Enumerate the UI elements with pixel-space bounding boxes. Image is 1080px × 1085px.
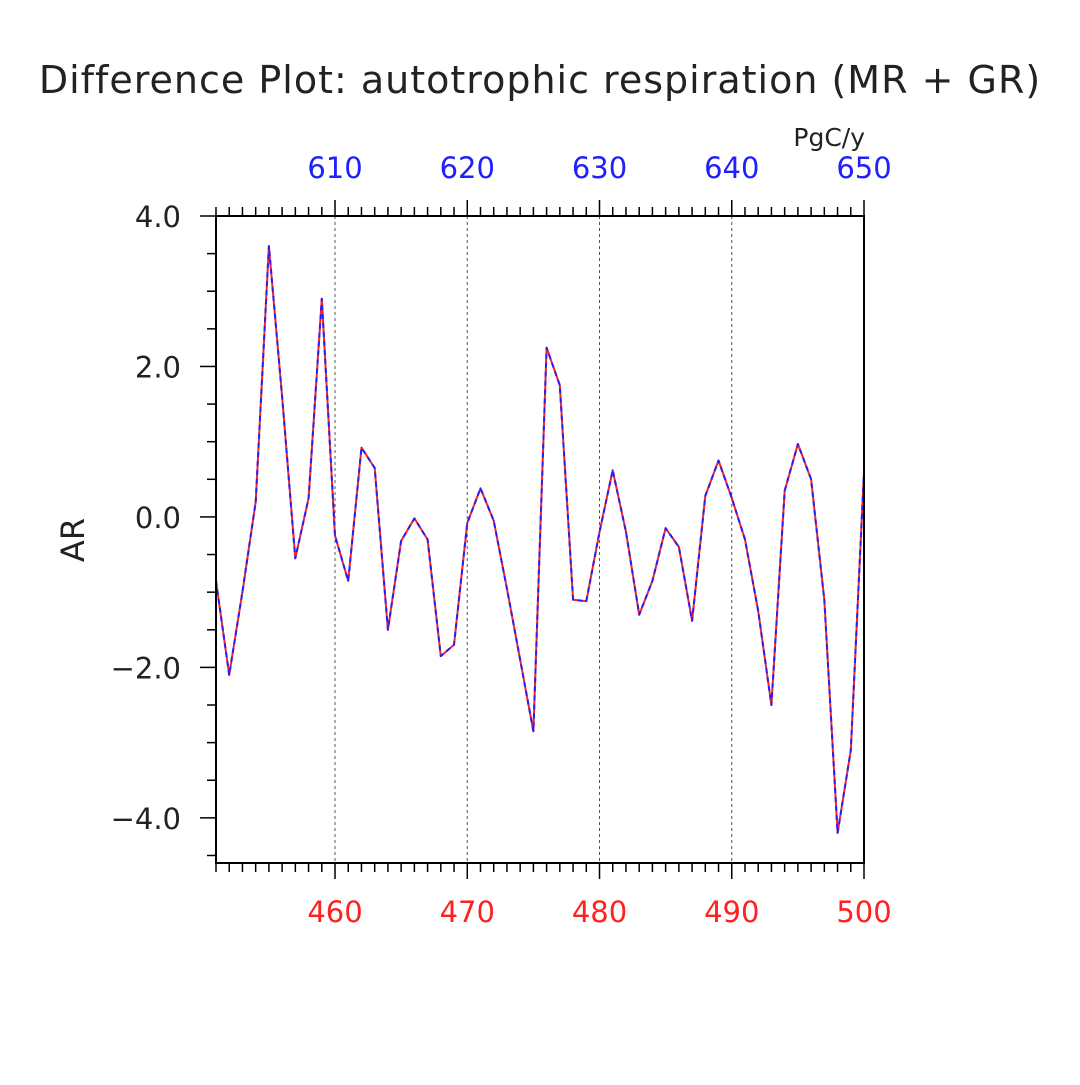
data-point bbox=[453, 644, 455, 646]
gridlines bbox=[334, 216, 733, 863]
top-x-tick-label: 640 bbox=[704, 151, 759, 185]
chart-title: Difference Plot: autotrophic respiration… bbox=[39, 58, 1041, 102]
data-point bbox=[241, 591, 244, 593]
top-x-tick-label: 610 bbox=[307, 151, 362, 185]
data-point bbox=[757, 610, 760, 612]
data-point bbox=[664, 527, 667, 530]
data-point bbox=[360, 446, 363, 449]
y-tick-label: 4.0 bbox=[135, 200, 181, 234]
data-point bbox=[836, 832, 839, 834]
y-tick-label: −4.0 bbox=[111, 802, 181, 836]
data-point bbox=[704, 495, 707, 497]
data-point bbox=[545, 346, 548, 349]
top-x-tick-label: 630 bbox=[572, 151, 627, 185]
series-line bbox=[215, 245, 865, 834]
data-point bbox=[492, 519, 495, 522]
data-point bbox=[730, 497, 733, 499]
data-point bbox=[400, 540, 402, 542]
data-point bbox=[611, 469, 614, 472]
data-point bbox=[849, 749, 852, 751]
top-x-tick-label: 620 bbox=[440, 151, 495, 185]
data-point bbox=[559, 384, 561, 387]
data-point bbox=[572, 598, 574, 601]
data-point bbox=[426, 538, 429, 541]
x-tick-label: 470 bbox=[440, 895, 495, 929]
x-tick-label: 480 bbox=[572, 895, 627, 929]
series-layer bbox=[215, 245, 865, 834]
series-line bbox=[215, 245, 865, 834]
data-point bbox=[347, 580, 350, 582]
axes bbox=[200, 200, 865, 879]
top-x-tick-label: 650 bbox=[836, 151, 891, 185]
plot-frame bbox=[215, 215, 865, 864]
data-point bbox=[506, 587, 508, 590]
data-point bbox=[638, 613, 640, 616]
data-point bbox=[334, 534, 336, 537]
data-point bbox=[532, 730, 535, 733]
data-point bbox=[413, 517, 416, 520]
data-point bbox=[479, 487, 482, 490]
data-point bbox=[625, 531, 627, 533]
x-tick-label: 490 bbox=[704, 895, 759, 929]
y-tick-label: 2.0 bbox=[135, 350, 181, 384]
data-point bbox=[228, 674, 231, 676]
data-point bbox=[268, 245, 270, 247]
data-point bbox=[678, 546, 680, 548]
data-point bbox=[440, 655, 442, 657]
data-point bbox=[823, 598, 826, 601]
data-point bbox=[717, 459, 720, 462]
data-point bbox=[281, 395, 283, 398]
y-axis-label: AR bbox=[54, 518, 92, 562]
x-tick-label: 460 bbox=[307, 895, 362, 929]
data-point bbox=[797, 443, 799, 445]
data-point bbox=[691, 619, 693, 622]
units-label: PgC/y bbox=[793, 123, 865, 152]
data-point bbox=[466, 522, 469, 524]
data-point bbox=[254, 501, 257, 503]
data-point bbox=[387, 628, 389, 631]
data-point bbox=[598, 531, 601, 533]
y-tick-label: −2.0 bbox=[111, 651, 181, 685]
tick-labels: 460 470 480 490 500 610 620 630 640 650 −4.0 −2.0 0.… bbox=[111, 151, 892, 929]
data-point bbox=[744, 538, 746, 541]
data-point bbox=[294, 557, 297, 560]
data-point bbox=[320, 297, 323, 300]
data-point bbox=[770, 704, 773, 706]
data-point bbox=[585, 600, 588, 602]
data-point bbox=[651, 580, 654, 582]
data-point bbox=[810, 478, 812, 481]
data-point bbox=[519, 659, 521, 661]
data-point bbox=[373, 467, 376, 469]
data-point bbox=[307, 497, 310, 499]
x-tick-label: 500 bbox=[836, 895, 891, 929]
data-point bbox=[783, 489, 786, 492]
y-tick-label: 0.0 bbox=[135, 501, 181, 535]
